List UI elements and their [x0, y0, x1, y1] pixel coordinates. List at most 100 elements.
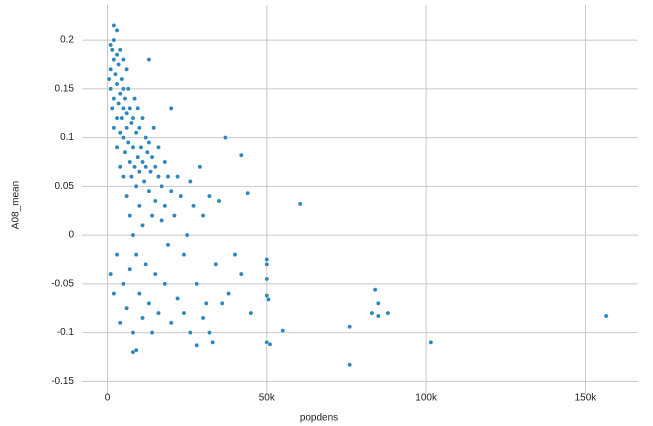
point — [135, 105, 141, 111]
point — [264, 276, 270, 282]
point — [133, 183, 139, 189]
y-tick-label: 0.15 — [55, 83, 75, 94]
point — [194, 342, 200, 348]
y-tick-label: -0.1 — [57, 327, 75, 338]
point — [197, 164, 203, 170]
point — [117, 47, 123, 53]
point — [127, 159, 133, 165]
point — [168, 188, 174, 194]
point — [245, 190, 251, 196]
point — [200, 213, 206, 219]
point — [603, 313, 609, 319]
x-tick-label: 50k — [259, 393, 276, 404]
point — [117, 164, 123, 170]
point — [162, 203, 168, 209]
point — [143, 135, 149, 141]
point — [124, 66, 130, 72]
point — [148, 169, 153, 175]
point — [194, 281, 200, 287]
point — [149, 154, 155, 160]
point — [264, 261, 270, 267]
point — [108, 66, 114, 72]
point — [372, 287, 378, 293]
point — [149, 330, 155, 336]
point — [122, 149, 128, 155]
point — [222, 135, 228, 141]
point — [203, 300, 209, 306]
y-tick-label: 0.2 — [60, 35, 74, 46]
point — [168, 105, 174, 111]
point — [109, 105, 115, 111]
point — [152, 198, 158, 204]
point — [114, 115, 120, 121]
point — [133, 130, 139, 136]
point — [111, 96, 117, 102]
point — [117, 91, 123, 97]
point — [124, 125, 130, 131]
point — [114, 27, 120, 33]
point — [119, 76, 125, 82]
point — [232, 252, 238, 258]
y-tick-label: 0.05 — [55, 181, 75, 192]
point — [149, 213, 155, 219]
point — [120, 135, 126, 141]
point — [117, 130, 123, 136]
point — [109, 47, 115, 53]
point — [216, 198, 222, 204]
x-axis-label: popdens — [300, 413, 338, 424]
point — [347, 324, 353, 330]
point — [428, 339, 434, 345]
point — [124, 193, 130, 199]
point — [200, 315, 206, 321]
point — [347, 362, 353, 368]
point — [130, 115, 136, 121]
point — [133, 252, 139, 258]
point — [136, 203, 142, 209]
point — [140, 315, 145, 321]
point — [191, 203, 196, 209]
point — [119, 115, 125, 121]
point — [140, 115, 145, 121]
y-axis-label: A08_mean — [11, 181, 22, 229]
point — [111, 291, 117, 297]
point — [264, 257, 270, 262]
point — [187, 179, 193, 184]
x-tick-label: 100k — [415, 393, 438, 404]
point — [184, 232, 190, 238]
point — [128, 120, 134, 126]
point — [116, 62, 122, 67]
point — [238, 271, 244, 277]
point — [219, 300, 225, 306]
point — [168, 320, 174, 326]
point — [136, 125, 142, 131]
point — [125, 140, 131, 145]
point — [114, 81, 120, 87]
point — [385, 310, 391, 316]
point — [159, 218, 165, 223]
point — [152, 271, 158, 277]
point — [120, 86, 126, 92]
point — [114, 144, 120, 150]
point — [108, 42, 114, 48]
point — [120, 281, 126, 287]
point — [133, 347, 139, 353]
point — [111, 23, 117, 28]
point — [181, 252, 187, 258]
point — [175, 296, 181, 301]
point — [127, 213, 133, 219]
point — [175, 174, 181, 180]
point — [116, 101, 122, 106]
point — [248, 310, 254, 316]
point — [156, 310, 161, 316]
point — [375, 300, 381, 306]
point — [135, 154, 141, 160]
point — [114, 52, 120, 58]
y-tick-label: -0.15 — [51, 376, 74, 387]
point — [265, 297, 271, 302]
point — [151, 125, 157, 131]
point — [267, 341, 273, 347]
point — [213, 261, 219, 267]
point — [146, 300, 152, 306]
point — [120, 57, 126, 63]
